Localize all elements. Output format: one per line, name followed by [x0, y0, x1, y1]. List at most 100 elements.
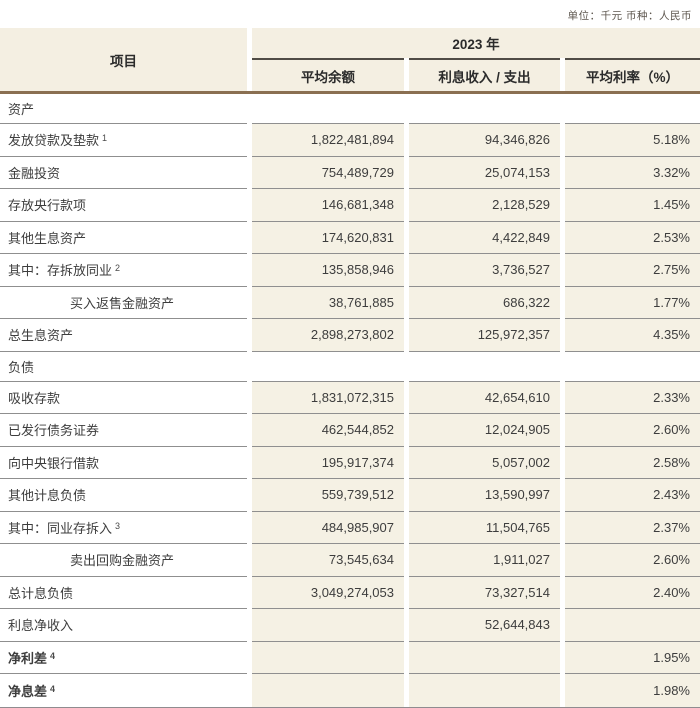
row-label: 净息差 4 — [0, 674, 247, 707]
cell-average-rate: 2.53% — [565, 221, 700, 254]
table-row: 吸收存款 1,831,072,315 42,654,610 2.33% — [0, 381, 700, 414]
row-label-text: 买入返售金融资产 — [70, 295, 175, 311]
row-label: 利息净收入 — [0, 609, 247, 642]
table-row: 其他计息负债 559,739,512 13,590,997 2.43% — [0, 479, 700, 512]
row-label-text: 向中央银行借款 — [8, 455, 100, 471]
row-label: 其他计息负债 — [0, 479, 247, 512]
row-label: 向中央银行借款 — [0, 446, 247, 479]
cell-average-rate — [565, 609, 700, 642]
row-label-text: 其中：存拆放同业 — [8, 263, 113, 279]
cell-average-balance: 73,545,634 — [252, 544, 404, 577]
cell-average-balance: 146,681,348 — [252, 189, 404, 222]
cell-average-rate: 2.60% — [565, 544, 700, 577]
footnote-marker: 4 — [50, 683, 56, 694]
table-row: 利息净收入 52,644,843 — [0, 609, 700, 642]
header-average-rate: 平均利率（%） — [565, 58, 700, 91]
cell-average-balance: 1,822,481,894 — [252, 124, 404, 157]
table-row: 金融投资 754,489,729 25,074,153 3.32% — [0, 156, 700, 189]
table-header: 项目 2023 年 平均余额 利息收入 / 支出 平均利率（%） — [0, 28, 700, 94]
table-row: 卖出回购金融资产 73,545,634 1,911,027 2.60% — [0, 544, 700, 577]
table-row: 总生息资产 2,898,273,802 125,972,357 4.35% — [0, 319, 700, 352]
row-label: 其中：同业存拆入 3 — [0, 511, 247, 544]
row-label: 已发行债务证券 — [0, 414, 247, 447]
footnote-marker: 1 — [102, 133, 108, 144]
row-label: 负债 — [0, 351, 247, 382]
cell-average-rate: 1.77% — [565, 286, 700, 319]
table-row: 向中央银行借款 195,917,374 5,057,002 2.58% — [0, 446, 700, 479]
footnote-marker: 4 — [50, 650, 56, 661]
cell-interest — [409, 641, 560, 674]
row-label-text: 存放央行款项 — [8, 198, 87, 214]
header-interest-income-expense: 利息收入 / 支出 — [409, 58, 560, 91]
table-row: 净利差 4 1.95% — [0, 641, 700, 674]
header-item-column: 项目 — [0, 28, 247, 91]
cell-average-rate: 3.32% — [565, 156, 700, 189]
cell-interest: 42,654,610 — [409, 381, 560, 414]
interest-rate-table: 项目 2023 年 平均余额 利息收入 / 支出 平均利率（%） 资产发放贷款及… — [0, 28, 700, 708]
cell-average-rate: 4.35% — [565, 319, 700, 352]
cell-interest: 73,327,514 — [409, 576, 560, 609]
table-row: 买入返售金融资产 38,761,885 686,322 1.77% — [0, 286, 700, 319]
row-label-text: 利息净收入 — [8, 618, 74, 634]
row-label: 卖出回购金融资产 — [0, 544, 247, 577]
row-label: 其他生息资产 — [0, 221, 247, 254]
cell-average-rate: 1.98% — [565, 674, 700, 707]
cell-average-rate: 2.75% — [565, 254, 700, 287]
cell-average-balance: 1,831,072,315 — [252, 381, 404, 414]
cell-interest: 5,057,002 — [409, 446, 560, 479]
row-label: 发放贷款及垫款 1 — [0, 124, 247, 157]
cell-interest: 13,590,997 — [409, 479, 560, 512]
cell-average-balance: 559,739,512 — [252, 479, 404, 512]
section-empty-cell — [409, 94, 560, 124]
cell-average-rate: 2.33% — [565, 381, 700, 414]
table-row: 已发行债务证券 462,544,852 12,024,905 2.60% — [0, 414, 700, 447]
row-label: 资产 — [0, 94, 247, 124]
cell-interest: 4,422,849 — [409, 221, 560, 254]
cell-average-rate: 2.58% — [565, 446, 700, 479]
cell-average-balance — [252, 609, 404, 642]
row-label-text: 资产 — [8, 102, 35, 117]
cell-average-balance: 174,620,831 — [252, 221, 404, 254]
cell-interest: 2,128,529 — [409, 189, 560, 222]
section-row: 资产 — [0, 94, 700, 124]
cell-average-balance: 3,049,274,053 — [252, 576, 404, 609]
cell-average-balance — [252, 641, 404, 674]
cell-average-rate: 2.60% — [565, 414, 700, 447]
row-label: 净利差 4 — [0, 641, 247, 674]
cell-interest: 3,736,527 — [409, 254, 560, 287]
row-label: 其中：存拆放同业 2 — [0, 254, 247, 287]
row-label-text: 总生息资产 — [8, 328, 74, 344]
row-label-text: 吸收存款 — [8, 390, 61, 406]
section-empty-cell — [409, 351, 560, 382]
row-label: 买入返售金融资产 — [0, 286, 247, 319]
cell-average-rate: 2.40% — [565, 576, 700, 609]
row-label-text: 净息差 — [8, 683, 48, 699]
section-empty-cell — [565, 94, 700, 124]
row-label-text: 净利差 — [8, 650, 48, 666]
table-row: 存放央行款项 146,681,348 2,128,529 1.45% — [0, 189, 700, 222]
cell-average-rate: 2.37% — [565, 511, 700, 544]
cell-average-balance: 754,489,729 — [252, 156, 404, 189]
table-row: 其中：同业存拆入 3 484,985,907 11,504,765 2.37% — [0, 511, 700, 544]
cell-average-rate: 1.45% — [565, 189, 700, 222]
cell-average-balance: 38,761,885 — [252, 286, 404, 319]
row-label-text: 其中：同业存拆入 — [8, 520, 113, 536]
row-label-text: 金融投资 — [8, 165, 61, 181]
cell-average-balance: 2,898,273,802 — [252, 319, 404, 352]
row-label-text: 其他生息资产 — [8, 230, 87, 246]
header-average-balance: 平均余额 — [252, 58, 404, 91]
cell-average-rate: 2.43% — [565, 479, 700, 512]
section-empty-cell — [252, 351, 404, 382]
table-row: 其中：存拆放同业 2 135,858,946 3,736,527 2.75% — [0, 254, 700, 287]
cell-average-balance — [252, 674, 404, 707]
row-label-text: 负债 — [8, 359, 35, 375]
cell-average-rate: 5.18% — [565, 124, 700, 157]
table-body: 资产 发放贷款及垫款 1 1,822,481,894 94,346,826 5.18% 金融… — [0, 94, 700, 708]
cell-interest: 1,911,027 — [409, 544, 560, 577]
cell-average-rate: 1.95% — [565, 641, 700, 674]
section-empty-cell — [252, 94, 404, 124]
row-label: 吸收存款 — [0, 381, 247, 414]
table-row: 总计息负债 3,049,274,053 73,327,514 2.40% — [0, 576, 700, 609]
row-label: 总计息负债 — [0, 576, 247, 609]
row-label-text: 其他计息负债 — [8, 488, 87, 504]
